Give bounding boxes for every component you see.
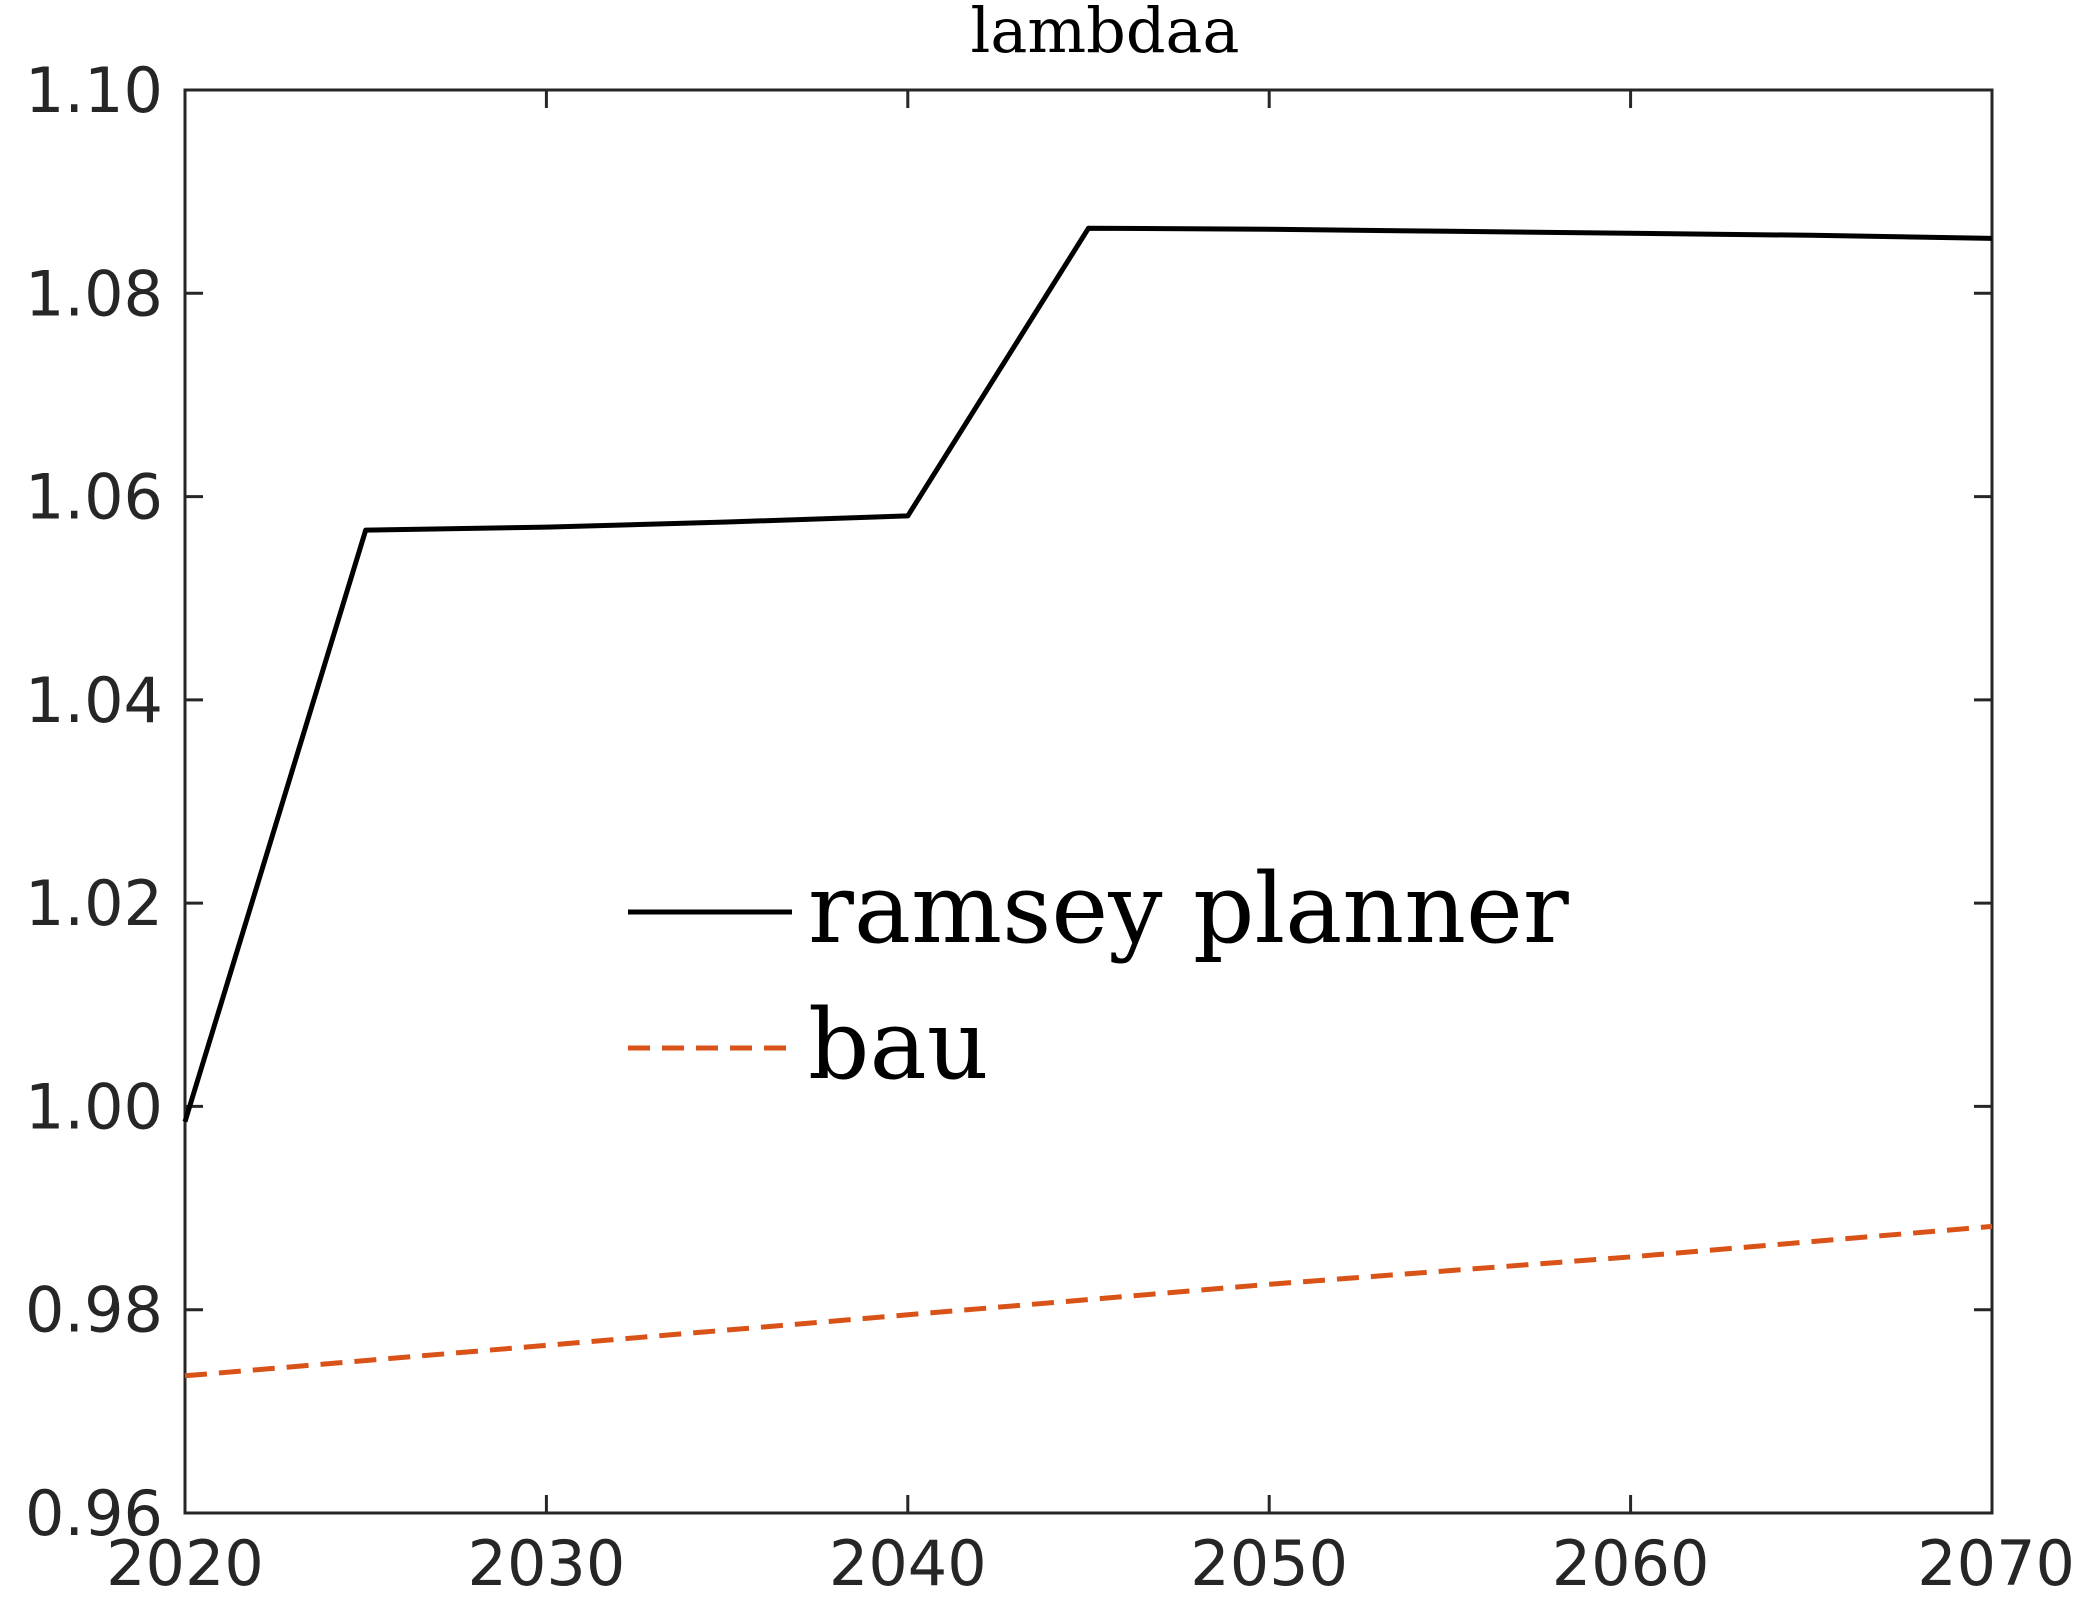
x-tick-label: 2040: [829, 1527, 987, 1600]
x-tick-label: 2060: [1552, 1527, 1710, 1600]
tick-marks: [183, 88, 1994, 1515]
x-tick-label: 2070: [1917, 1527, 2075, 1600]
y-tick-label: 1.10: [25, 54, 163, 127]
axes-box: [183, 88, 1994, 1515]
y-tick-label: 0.96: [25, 1477, 163, 1550]
y-tick-label: 1.06: [25, 461, 163, 534]
series-lines: [182, 225, 1993, 1379]
x-tick-labels: 2020 2030 2040 2050 2060 2070: [106, 1527, 2075, 1600]
y-tick-labels: 0.96 0.98 1.00 1.02 1.04 1.06 1.08 1.10: [25, 54, 163, 1550]
x-tick-label: 2020: [106, 1527, 264, 1600]
x-tick-label: 2030: [468, 1527, 626, 1600]
plot-frame: [183, 88, 1994, 1515]
series-line-bau: [184, 1223, 1993, 1379]
legend-label-bau: bau: [808, 989, 989, 1101]
y-tick-label: 1.02: [25, 867, 163, 940]
chart-title: lambdaa: [971, 0, 1240, 67]
x-tick-label: 2050: [1190, 1527, 1348, 1600]
y-tick-label: 0.98: [25, 1274, 163, 1347]
y-tick-label: 1.04: [25, 664, 163, 737]
y-tick-label: 1.08: [25, 257, 163, 330]
legend-label-ramsey-planner: ramsey planner: [808, 853, 1569, 965]
y-tick-label: 1.00: [25, 1070, 163, 1143]
legend: ramsey planner bau: [628, 853, 1569, 1101]
series-line-ramsey-planner: [182, 225, 1993, 1123]
